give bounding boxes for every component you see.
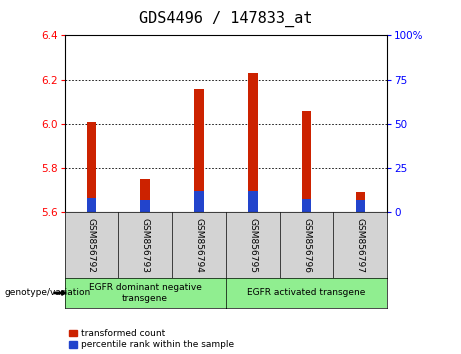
Bar: [355, 200, 365, 212]
Bar: [87, 198, 96, 212]
Legend: transformed count, percentile rank within the sample: transformed count, percentile rank withi…: [69, 329, 234, 349]
Text: GSM856795: GSM856795: [248, 218, 257, 273]
Bar: [140, 179, 150, 212]
Bar: [248, 73, 258, 212]
Bar: [87, 122, 96, 212]
Text: GSM856797: GSM856797: [356, 218, 365, 273]
Text: GSM856793: GSM856793: [141, 218, 150, 273]
Text: GDS4496 / 147833_at: GDS4496 / 147833_at: [139, 11, 313, 27]
Bar: [140, 200, 150, 212]
Text: EGFR dominant negative
transgene: EGFR dominant negative transgene: [89, 283, 201, 303]
Bar: [248, 192, 258, 212]
Bar: [355, 193, 365, 212]
Text: GSM856794: GSM856794: [195, 218, 203, 273]
Bar: [194, 192, 204, 212]
Bar: [194, 88, 204, 212]
Bar: [301, 199, 311, 212]
Text: GSM856792: GSM856792: [87, 218, 96, 273]
Text: EGFR activated transgene: EGFR activated transgene: [248, 289, 366, 297]
Bar: [301, 111, 311, 212]
Text: GSM856796: GSM856796: [302, 218, 311, 273]
Text: genotype/variation: genotype/variation: [5, 289, 91, 297]
